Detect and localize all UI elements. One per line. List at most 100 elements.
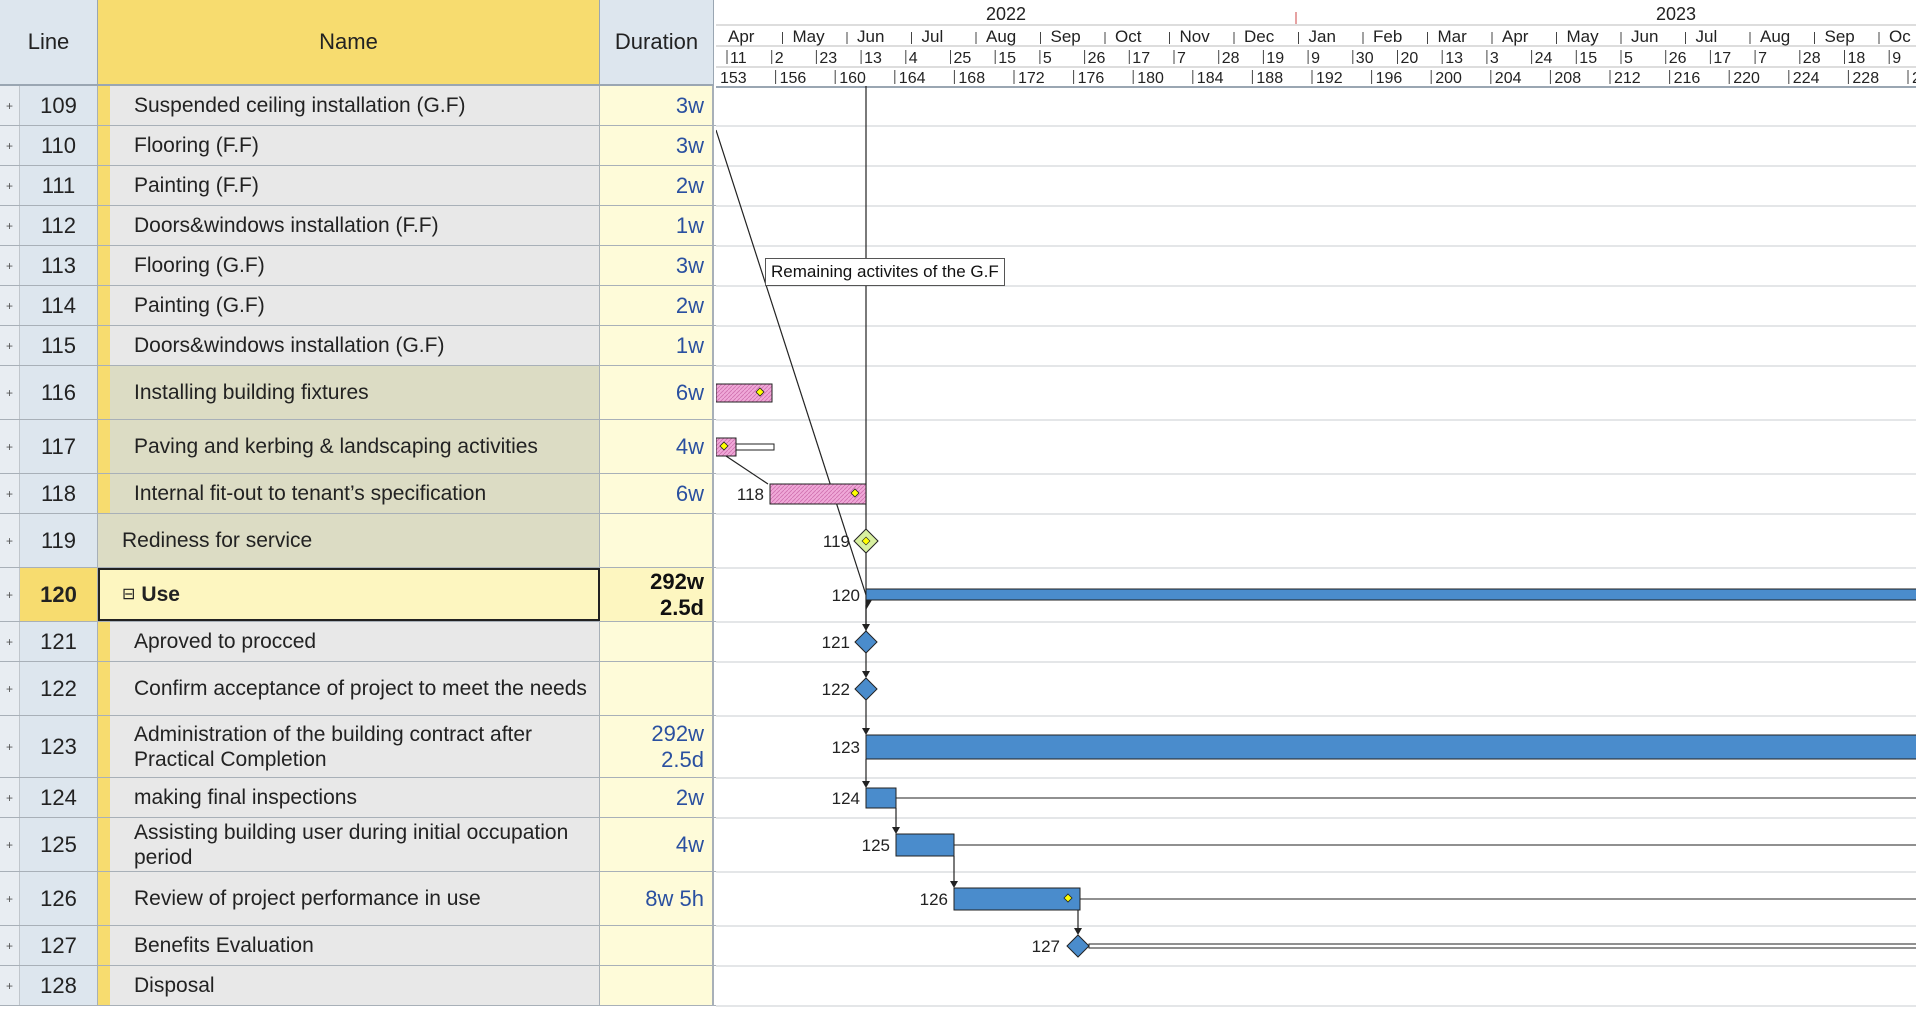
task-row-122[interactable]: +122 Confirm acceptance of project to mee… bbox=[0, 662, 716, 716]
row-expand-icon[interactable]: + bbox=[0, 872, 20, 925]
timeline-day: 9 bbox=[1311, 50, 1320, 67]
task-row-115[interactable]: +115 Doors&windows installation (G.F) 1w bbox=[0, 326, 716, 366]
row-name-cell[interactable]: Painting (G.F) bbox=[98, 286, 600, 325]
row-duration-cell[interactable] bbox=[600, 622, 714, 661]
row-duration-cell[interactable] bbox=[600, 662, 714, 715]
row-name-cell[interactable]: Flooring (F.F) bbox=[98, 126, 600, 165]
timeline-day: 17 bbox=[1132, 50, 1150, 67]
task-row-121[interactable]: +121 Aproved to procced bbox=[0, 622, 716, 662]
row-indent-marker bbox=[98, 818, 110, 871]
row-name-cell[interactable]: Internal fit-out to tenant’s specificati… bbox=[98, 474, 600, 513]
row-name-cell[interactable]: Disposal bbox=[98, 966, 600, 1005]
gantt-summary-bar-120[interactable] bbox=[865, 588, 1916, 601]
row-expand-icon[interactable]: + bbox=[0, 778, 20, 817]
task-row-126[interactable]: +126 Review of project performance in use… bbox=[0, 872, 716, 926]
row-duration-cell[interactable]: 292w 2.5d bbox=[600, 716, 714, 777]
row-duration-cell[interactable]: 4w bbox=[600, 420, 714, 473]
gantt-bar-124[interactable] bbox=[865, 787, 897, 809]
row-expand-icon[interactable]: + bbox=[0, 166, 20, 205]
gantt-bar-116[interactable] bbox=[716, 383, 773, 403]
row-name-cell[interactable]: Administration of the building contract … bbox=[98, 716, 600, 777]
task-row-110[interactable]: +110 Flooring (F.F) 3w bbox=[0, 126, 716, 166]
column-header-line[interactable]: Line bbox=[0, 0, 98, 86]
row-duration-cell[interactable]: 2w bbox=[600, 166, 714, 205]
row-duration-cell[interactable]: 3w bbox=[600, 86, 714, 125]
gantt-milestone-122[interactable] bbox=[854, 677, 878, 701]
row-name-cell[interactable]: Rediness for service bbox=[98, 514, 600, 567]
row-expand-icon[interactable]: + bbox=[0, 568, 20, 621]
row-expand-icon[interactable]: + bbox=[0, 326, 20, 365]
row-name-cell[interactable]: Confirm acceptance of project to meet th… bbox=[98, 662, 600, 715]
gantt-bar-123[interactable] bbox=[865, 734, 1916, 760]
row-name-cell[interactable]: Paving and kerbing & landscaping activit… bbox=[98, 420, 600, 473]
row-duration-cell[interactable]: 6w bbox=[600, 366, 714, 419]
task-row-114[interactable]: +114 Painting (G.F) 2w bbox=[0, 286, 716, 326]
column-header-name[interactable]: Name bbox=[98, 0, 600, 86]
task-row-125[interactable]: +125 Assisting building user during initi… bbox=[0, 818, 716, 872]
row-expand-icon[interactable]: + bbox=[0, 420, 20, 473]
row-name-cell[interactable]: Benefits Evaluation bbox=[98, 926, 600, 965]
row-duration-cell[interactable]: 2w bbox=[600, 778, 714, 817]
row-expand-icon[interactable]: + bbox=[0, 366, 20, 419]
task-row-128[interactable]: +128 Disposal bbox=[0, 966, 716, 1006]
task-row-109[interactable]: +109 Suspended ceiling installation (G.F)… bbox=[0, 86, 716, 126]
gantt-milestone-121[interactable] bbox=[854, 630, 878, 654]
row-expand-icon[interactable]: + bbox=[0, 926, 20, 965]
row-expand-icon[interactable]: + bbox=[0, 286, 20, 325]
column-header-duration[interactable]: Duration bbox=[600, 0, 714, 86]
gantt-bar-118[interactable] bbox=[769, 483, 867, 505]
row-expand-icon[interactable]: + bbox=[0, 474, 20, 513]
row-expand-icon[interactable]: + bbox=[0, 716, 20, 777]
task-row-113[interactable]: +113 Flooring (G.F) 3w bbox=[0, 246, 716, 286]
row-duration-cell[interactable]: 2w bbox=[600, 286, 714, 325]
row-expand-icon[interactable]: + bbox=[0, 126, 20, 165]
row-name-cell[interactable]: making final inspections bbox=[98, 778, 600, 817]
collapse-icon[interactable]: ⊟ bbox=[122, 586, 136, 603]
gantt-milestone-127[interactable] bbox=[1066, 934, 1090, 958]
row-expand-icon[interactable]: + bbox=[0, 514, 20, 567]
row-name-cell[interactable]: Review of project performance in use bbox=[98, 872, 600, 925]
row-name-cell[interactable]: Painting (F.F) bbox=[98, 166, 600, 205]
row-expand-icon[interactable]: + bbox=[0, 966, 20, 1005]
row-name-cell[interactable]: ⊟ Use bbox=[98, 568, 600, 621]
row-name-cell[interactable]: Doors&windows installation (G.F) bbox=[98, 326, 600, 365]
row-duration-cell[interactable] bbox=[600, 966, 714, 1005]
task-row-117[interactable]: +117 Paving and kerbing & landscaping act… bbox=[0, 420, 716, 474]
task-row-120[interactable]: +120 ⊟ Use 292w 2.5d bbox=[0, 568, 716, 622]
row-name-cell[interactable]: Assisting building user during initial o… bbox=[98, 818, 600, 871]
row-duration-cell[interactable]: 6w bbox=[600, 474, 714, 513]
row-expand-icon[interactable]: + bbox=[0, 622, 20, 661]
row-duration-cell[interactable]: 3w bbox=[600, 126, 714, 165]
row-name-cell[interactable]: Flooring (G.F) bbox=[98, 246, 600, 285]
gantt-bar-126[interactable] bbox=[953, 887, 1081, 911]
row-line-number: 118 bbox=[20, 474, 98, 513]
row-name-cell[interactable]: Doors&windows installation (F.F) bbox=[98, 206, 600, 245]
row-expand-icon[interactable]: + bbox=[0, 206, 20, 245]
task-row-123[interactable]: +123 Administration of the building contr… bbox=[0, 716, 716, 778]
row-expand-icon[interactable]: + bbox=[0, 662, 20, 715]
task-row-119[interactable]: +119 Rediness for service bbox=[0, 514, 716, 568]
row-duration-cell[interactable]: 4w bbox=[600, 818, 714, 871]
row-name-cell[interactable]: Installing building fixtures bbox=[98, 366, 600, 419]
row-expand-icon[interactable]: + bbox=[0, 246, 20, 285]
row-duration-cell[interactable]: 8w 5h bbox=[600, 872, 714, 925]
row-duration-cell[interactable]: 3w bbox=[600, 246, 714, 285]
task-row-116[interactable]: +116 Installing building fixtures 6w bbox=[0, 366, 716, 420]
gantt-chart-area[interactable]: 118 119 120 121 122 123 124 125 126 127 bbox=[716, 86, 1916, 1010]
task-row-127[interactable]: +127 Benefits Evaluation bbox=[0, 926, 716, 966]
row-duration-cell[interactable] bbox=[600, 514, 714, 567]
task-row-118[interactable]: +118 Internal fit-out to tenant’s specifi… bbox=[0, 474, 716, 514]
task-row-112[interactable]: +112 Doors&windows installation (F.F) 1w bbox=[0, 206, 716, 246]
gantt-chart-svg: 118 119 120 121 122 123 124 125 126 127 bbox=[716, 86, 1916, 1007]
row-duration-cell[interactable]: 292w 2.5d bbox=[600, 568, 714, 621]
task-row-111[interactable]: +111 Painting (F.F) 2w bbox=[0, 166, 716, 206]
row-duration-cell[interactable]: 1w bbox=[600, 206, 714, 245]
row-duration-cell[interactable] bbox=[600, 926, 714, 965]
task-row-124[interactable]: +124 making final inspections 2w bbox=[0, 778, 716, 818]
gantt-bar-125[interactable] bbox=[895, 833, 955, 857]
row-name-cell[interactable]: Aproved to procced bbox=[98, 622, 600, 661]
row-duration-cell[interactable]: 1w bbox=[600, 326, 714, 365]
row-expand-icon[interactable]: + bbox=[0, 86, 20, 125]
row-expand-icon[interactable]: + bbox=[0, 818, 20, 871]
row-name-cell[interactable]: Suspended ceiling installation (G.F) bbox=[98, 86, 600, 125]
